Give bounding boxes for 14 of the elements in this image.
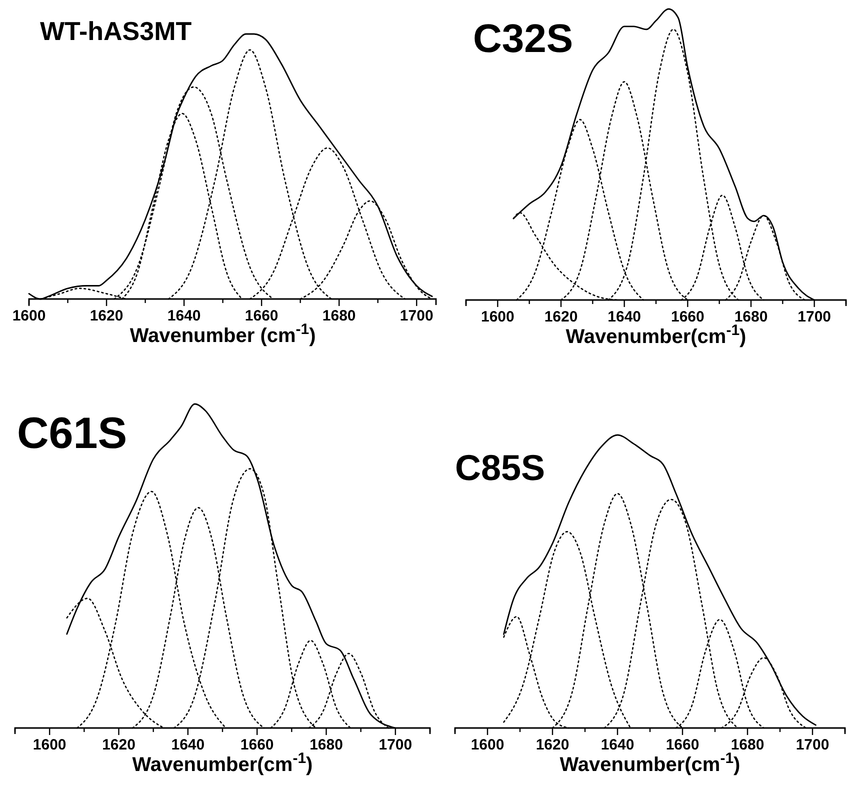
x-tick-label: 1700 bbox=[798, 308, 832, 326]
x-tick-label: 1600 bbox=[12, 308, 46, 325]
chart-title: C61S bbox=[17, 409, 128, 458]
chart-title: C32S bbox=[473, 17, 574, 61]
x-tick-label: 1600 bbox=[480, 308, 514, 326]
x-tick-label: 1700 bbox=[400, 308, 434, 325]
x-tick-label: 1700 bbox=[796, 736, 830, 754]
x-tick-label: 1680 bbox=[322, 308, 356, 325]
x-tick-label: 1600 bbox=[32, 736, 66, 754]
x-tick-label: 1600 bbox=[470, 736, 504, 754]
x-tick-label: 1700 bbox=[378, 736, 412, 754]
x-tick-label: 1620 bbox=[90, 308, 124, 325]
chart-title: WT-hAS3MT bbox=[40, 16, 192, 46]
chart-title: C85S bbox=[455, 447, 546, 488]
